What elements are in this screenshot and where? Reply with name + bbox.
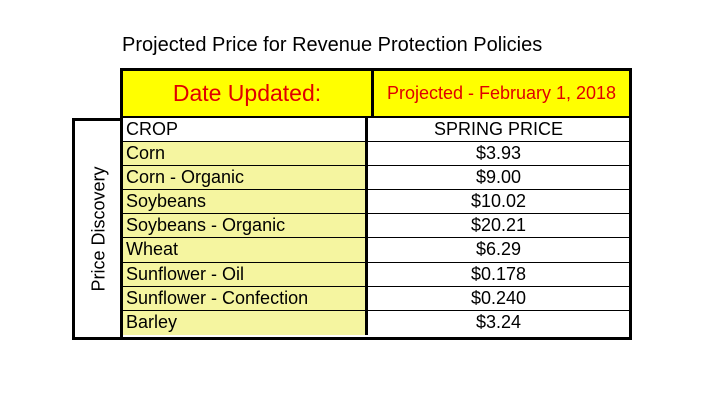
column-header-crop: CROP	[123, 118, 368, 142]
table-header-row: CROP SPRING PRICE	[123, 118, 629, 143]
spring-price: $0.178	[470, 263, 527, 284]
page-title: Projected Price for Revenue Protection P…	[122, 34, 543, 56]
crop-name: Barley	[123, 310, 368, 335]
table-row: Soybeans - Organic $20.21	[123, 214, 629, 239]
spring-price: $10.02	[470, 191, 527, 212]
crop-name: Soybeans	[123, 190, 368, 214]
column-header-spring-price: SPRING PRICE	[433, 119, 564, 139]
table-row: Corn - Organic $9.00	[123, 166, 629, 191]
crop-name: Wheat	[123, 238, 368, 262]
price-table: CROP SPRING PRICE Corn $3.93 Corn - Orga…	[120, 118, 632, 340]
table-row: Corn $3.93	[123, 142, 629, 167]
crop-name: Soybeans - Organic	[123, 214, 368, 238]
date-updated-value: Projected - February 1, 2018	[386, 83, 617, 103]
crop-name: Sunflower - Confection	[123, 286, 368, 310]
date-updated-label: Date Updated:	[123, 71, 374, 116]
spring-price: $20.21	[470, 215, 527, 236]
spring-price: $6.29	[475, 239, 522, 260]
table-row: Sunflower - Confection $0.240	[123, 286, 629, 311]
price-discovery-side-panel: Price Discovery	[72, 118, 122, 340]
crop-name: Corn - Organic	[123, 166, 368, 190]
crop-name: Corn	[123, 142, 368, 166]
price-discovery-label: Price Discovery	[88, 166, 108, 292]
spring-price: $9.00	[475, 167, 522, 188]
date-updated-row: Date Updated: Projected - February 1, 20…	[120, 68, 632, 118]
table-row: Wheat $6.29	[123, 238, 629, 263]
table-row: Soybeans $10.02	[123, 190, 629, 215]
crop-name: Sunflower - Oil	[123, 262, 368, 286]
spring-price: $3.24	[475, 311, 522, 332]
table-row: Sunflower - Oil $0.178	[123, 262, 629, 287]
table-row: Barley $3.24	[123, 310, 629, 335]
spring-price: $0.240	[470, 287, 527, 308]
spring-price: $3.93	[475, 143, 522, 164]
